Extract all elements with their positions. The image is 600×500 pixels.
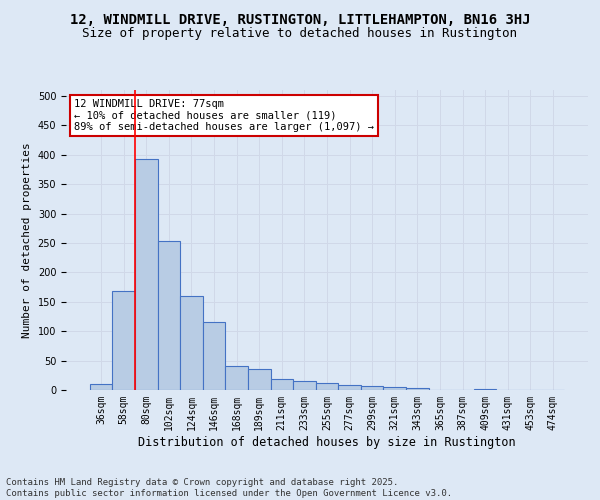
Bar [293, 381, 316, 390]
Bar [203, 322, 226, 390]
Text: 12, WINDMILL DRIVE, RUSTINGTON, LITTLEHAMPTON, BN16 3HJ: 12, WINDMILL DRIVE, RUSTINGTON, LITTLEHA… [70, 12, 530, 26]
Bar [135, 159, 158, 390]
Text: 12 WINDMILL DRIVE: 77sqm
← 10% of detached houses are smaller (119)
89% of semi-: 12 WINDMILL DRIVE: 77sqm ← 10% of detach… [74, 99, 374, 132]
Bar [90, 384, 112, 390]
Bar [361, 386, 383, 390]
Bar [406, 388, 428, 390]
Bar [112, 291, 135, 390]
Bar [338, 386, 361, 390]
Y-axis label: Number of detached properties: Number of detached properties [22, 142, 32, 338]
Bar [316, 383, 338, 390]
Bar [180, 296, 203, 390]
Bar [248, 369, 271, 390]
Bar [226, 366, 248, 390]
Bar [271, 380, 293, 390]
Text: Contains HM Land Registry data © Crown copyright and database right 2025.
Contai: Contains HM Land Registry data © Crown c… [6, 478, 452, 498]
X-axis label: Distribution of detached houses by size in Rustington: Distribution of detached houses by size … [138, 436, 516, 448]
Bar [158, 241, 180, 390]
Text: Size of property relative to detached houses in Rustington: Size of property relative to detached ho… [83, 28, 517, 40]
Bar [383, 387, 406, 390]
